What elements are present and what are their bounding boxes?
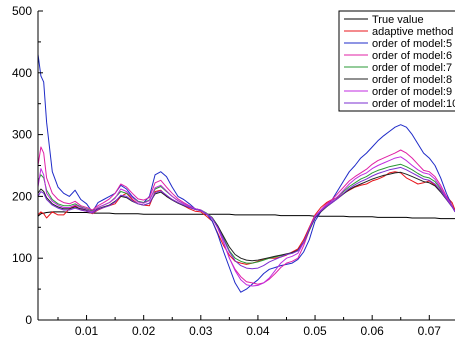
- legend-label-2: order of model:5: [372, 38, 452, 50]
- y-tick-label: 500: [12, 4, 32, 18]
- x-tick-label: 0.07: [418, 324, 442, 338]
- legend-label-7: order of model:10: [372, 98, 455, 110]
- x-tick-label: 0.02: [132, 324, 156, 338]
- series-line-3: [38, 146, 455, 285]
- plot-area: [38, 54, 455, 293]
- series-line-0: [38, 211, 455, 220]
- legend-label-1: adaptive method: [372, 26, 453, 38]
- series-line-5: [38, 171, 455, 262]
- series-line-4: [38, 163, 455, 264]
- series-line-1: [38, 171, 455, 265]
- legend-label-6: order of model:9: [372, 86, 452, 98]
- legend-box: [338, 10, 455, 112]
- x-tick-label: 0.01: [75, 324, 99, 338]
- series-line-7: [38, 166, 455, 270]
- x-tick-label: 0.06: [360, 324, 384, 338]
- legend-label-5: order of model:8: [372, 74, 452, 86]
- legend-label-0: True value: [372, 14, 424, 26]
- legend-label-3: order of model:6: [372, 50, 452, 62]
- series-line-2: [38, 54, 455, 293]
- y-tick-label: 400: [12, 66, 32, 80]
- x-tick-label: 0.05: [303, 324, 327, 338]
- axes: 0 100 200 300 400 500 0.01 0.02 0.03 0.04 0.05 0.06…: [12, 4, 455, 338]
- y-tick-label: 0: [25, 313, 32, 327]
- y-tick-label: 300: [12, 128, 32, 142]
- x-tick-label: 0.03: [189, 324, 213, 338]
- y-tick-label: 100: [12, 251, 32, 265]
- legend-label-4: order of model:7: [372, 62, 452, 74]
- series-line-6: [38, 156, 455, 287]
- y-tick-label: 200: [12, 189, 32, 203]
- x-tick-label: 0.04: [246, 324, 270, 338]
